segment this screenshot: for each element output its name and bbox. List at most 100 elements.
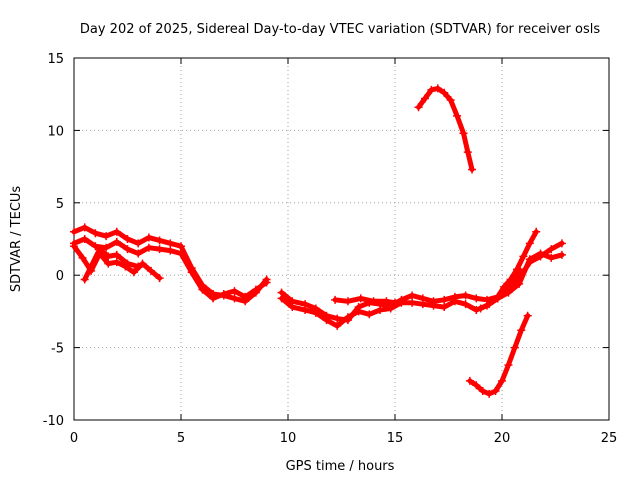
data-point xyxy=(102,243,111,252)
data-point xyxy=(187,268,196,277)
data-point xyxy=(112,237,121,246)
data-point xyxy=(112,250,121,259)
series-track-b xyxy=(70,235,271,303)
data-point xyxy=(102,232,111,241)
data-point xyxy=(463,148,472,157)
data-point xyxy=(129,268,138,277)
data-point xyxy=(468,165,477,174)
data-point xyxy=(365,310,374,319)
series-trace xyxy=(478,266,522,311)
data-point xyxy=(147,266,156,275)
data-point xyxy=(166,239,175,248)
data-point xyxy=(91,242,100,251)
data-point xyxy=(493,294,502,303)
data-point xyxy=(523,311,532,320)
data-point xyxy=(112,258,121,267)
data-point xyxy=(515,279,524,288)
data-point xyxy=(331,295,340,304)
data-point xyxy=(440,303,449,312)
data-point xyxy=(491,387,500,396)
data-point xyxy=(446,95,455,104)
data-point xyxy=(134,249,143,258)
series-track-i xyxy=(476,265,524,313)
data-point xyxy=(343,313,352,322)
data-point xyxy=(557,239,566,248)
x-tick-label: 5 xyxy=(177,431,185,446)
data-point xyxy=(322,316,331,325)
y-tick-label: -10 xyxy=(43,414,64,429)
y-tick-label: 5 xyxy=(56,197,64,212)
plot-frame xyxy=(73,57,610,421)
data-point xyxy=(123,245,132,254)
data-point xyxy=(508,278,517,287)
data-point xyxy=(376,305,385,314)
data-point xyxy=(498,376,506,385)
data-point xyxy=(219,290,228,299)
data-point xyxy=(209,294,218,303)
y-tick-label: 15 xyxy=(47,52,64,67)
data-point xyxy=(277,294,286,303)
series-track-k xyxy=(465,311,532,398)
data-point xyxy=(440,88,449,97)
data-point xyxy=(472,381,481,390)
data-point xyxy=(504,360,513,369)
data-point xyxy=(301,305,310,314)
series-track-g xyxy=(331,294,399,307)
x-tick-label: 15 xyxy=(387,431,404,446)
data-point xyxy=(87,262,96,271)
data-point xyxy=(519,252,528,261)
data-point xyxy=(123,235,132,243)
data-point xyxy=(134,262,143,271)
series-trace xyxy=(467,313,531,397)
data-point xyxy=(459,129,468,138)
data-point xyxy=(369,297,378,306)
data-point xyxy=(177,249,185,258)
data-point xyxy=(418,300,427,309)
x-tick-label: 10 xyxy=(280,431,297,446)
y-axis-label: SDTVAR / TECUs xyxy=(9,186,24,293)
data-point xyxy=(532,227,541,236)
data-point xyxy=(80,275,89,284)
data-point xyxy=(251,285,260,294)
series-track-a xyxy=(70,223,271,306)
data-point xyxy=(391,298,399,307)
data-point xyxy=(547,253,556,262)
series-track-j xyxy=(414,84,477,174)
data-point xyxy=(80,235,89,243)
x-axis-label: GPS time / hours xyxy=(286,459,395,474)
x-tick-label: 25 xyxy=(601,431,618,446)
data-point xyxy=(420,94,429,103)
data-point xyxy=(288,303,297,312)
data-point xyxy=(123,259,132,268)
y-tick-label: 10 xyxy=(47,124,64,139)
data-point xyxy=(134,239,143,248)
data-point xyxy=(502,285,511,294)
data-point xyxy=(230,294,239,303)
data-point xyxy=(465,376,474,385)
data-point xyxy=(547,245,556,254)
data-point xyxy=(230,287,239,296)
data-point xyxy=(311,308,320,317)
data-point xyxy=(91,229,100,238)
data-point xyxy=(70,227,78,236)
data-point xyxy=(382,297,391,306)
data-point xyxy=(517,326,526,335)
data-point xyxy=(427,85,436,94)
data-point xyxy=(356,294,365,303)
y-tick-label: -5 xyxy=(51,342,64,357)
data-point xyxy=(525,239,534,248)
data-marks xyxy=(70,84,566,398)
data-point xyxy=(155,236,164,245)
data-point xyxy=(70,242,78,251)
series-track-c xyxy=(70,242,164,283)
grid-lines xyxy=(74,58,609,420)
axis-ticks: 0 5 10 15 20 25 -10 -5 0 5 10 15 xyxy=(43,52,618,446)
series-trace xyxy=(416,85,475,172)
data-point xyxy=(177,242,185,251)
data-point xyxy=(433,84,442,93)
data-point xyxy=(440,295,449,304)
data-point xyxy=(472,294,481,303)
data-point xyxy=(95,245,104,254)
data-point xyxy=(453,111,462,120)
data-point xyxy=(354,307,363,316)
